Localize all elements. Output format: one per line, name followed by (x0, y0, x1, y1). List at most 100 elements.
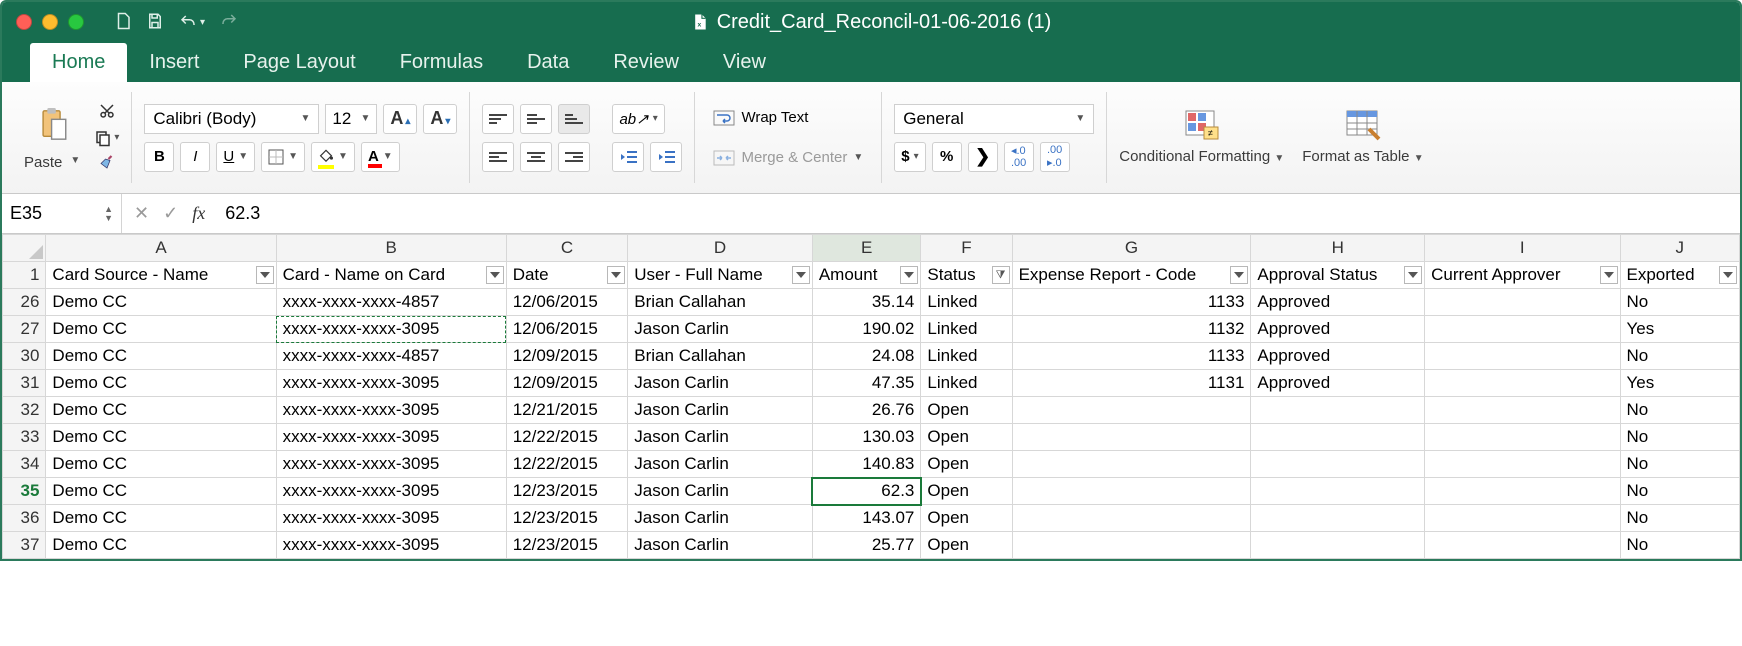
cell-D33[interactable]: Jason Carlin (628, 424, 813, 451)
cell-G37[interactable] (1012, 532, 1251, 559)
format-painter-icon[interactable] (97, 153, 117, 174)
cell-D36[interactable]: Jason Carlin (628, 505, 813, 532)
header-cell-D[interactable]: User - Full Name (628, 262, 813, 289)
cell-A36[interactable]: Demo CC (46, 505, 276, 532)
column-header-B[interactable]: B (276, 235, 506, 262)
cell-C37[interactable]: 12/23/2015 (506, 532, 628, 559)
cell-E30[interactable]: 24.08 (812, 343, 921, 370)
increase-font-button[interactable]: A (383, 104, 417, 134)
row-header-36[interactable]: 36 (3, 505, 46, 532)
cell-F37[interactable]: Open (921, 532, 1012, 559)
cell-A37[interactable]: Demo CC (46, 532, 276, 559)
cell-G30[interactable]: 1133 (1012, 343, 1251, 370)
name-box-spinner[interactable]: ▲▼ (104, 205, 113, 223)
header-cell-H[interactable]: Approval Status (1251, 262, 1425, 289)
cell-I32[interactable] (1425, 397, 1620, 424)
underline-button[interactable]: U▼ (216, 142, 255, 172)
cell-G32[interactable] (1012, 397, 1251, 424)
cell-C30[interactable]: 12/09/2015 (506, 343, 628, 370)
enter-formula-icon[interactable]: ✓ (163, 203, 178, 224)
cell-J35[interactable]: No (1620, 478, 1740, 505)
row-header-30[interactable]: 30 (3, 343, 46, 370)
column-header-F[interactable]: F (921, 235, 1012, 262)
cell-B27[interactable]: xxxx-xxxx-xxxx-3095 (276, 316, 506, 343)
font-color-button[interactable]: A▼ (361, 142, 400, 172)
cell-B32[interactable]: xxxx-xxxx-xxxx-3095 (276, 397, 506, 424)
row-header-1[interactable]: 1 (3, 262, 46, 289)
cell-F34[interactable]: Open (921, 451, 1012, 478)
cell-D32[interactable]: Jason Carlin (628, 397, 813, 424)
cell-G36[interactable] (1012, 505, 1251, 532)
cell-J36[interactable]: No (1620, 505, 1740, 532)
format-as-table-button[interactable]: Format as Table ▼ (1302, 109, 1423, 166)
row-header-31[interactable]: 31 (3, 370, 46, 397)
cell-E36[interactable]: 143.07 (812, 505, 921, 532)
header-cell-G[interactable]: Expense Report - Code (1012, 262, 1251, 289)
borders-button[interactable]: ▼ (261, 142, 305, 172)
cell-C26[interactable]: 12/06/2015 (506, 289, 628, 316)
redo-icon[interactable] (219, 12, 239, 33)
tab-home[interactable]: Home (30, 43, 127, 82)
bold-button[interactable]: B (144, 142, 174, 172)
cell-J33[interactable]: No (1620, 424, 1740, 451)
row-header-32[interactable]: 32 (3, 397, 46, 424)
cell-D30[interactable]: Brian Callahan (628, 343, 813, 370)
align-left-button[interactable] (482, 142, 514, 172)
decrease-decimal-button[interactable]: .00▸.0 (1040, 142, 1070, 172)
cell-F35[interactable]: Open (921, 478, 1012, 505)
filter-button-A[interactable] (256, 266, 274, 284)
cell-F27[interactable]: Linked (921, 316, 1012, 343)
paste-menu-caret[interactable]: ▼ (68, 155, 82, 166)
cell-C27[interactable]: 12/06/2015 (506, 316, 628, 343)
row-header-27[interactable]: 27 (3, 316, 46, 343)
cell-I30[interactable] (1425, 343, 1620, 370)
filter-button-H[interactable] (1404, 266, 1422, 284)
column-header-E[interactable]: E (812, 235, 921, 262)
cell-E31[interactable]: 47.35 (812, 370, 921, 397)
cell-A35[interactable]: Demo CC (46, 478, 276, 505)
tab-view[interactable]: View (701, 43, 788, 82)
cell-F32[interactable]: Open (921, 397, 1012, 424)
minimize-window-button[interactable] (42, 14, 58, 30)
cell-D31[interactable]: Jason Carlin (628, 370, 813, 397)
filter-button-E[interactable] (900, 266, 918, 284)
font-name-select[interactable]: Calibri (Body)▼ (144, 104, 319, 134)
align-right-button[interactable] (558, 142, 590, 172)
cell-B33[interactable]: xxxx-xxxx-xxxx-3095 (276, 424, 506, 451)
filter-button-I[interactable] (1600, 266, 1618, 284)
name-box[interactable]: E35 ▲▼ (2, 194, 122, 233)
filter-button-F[interactable]: ⧩ (992, 266, 1010, 284)
cell-J31[interactable]: Yes (1620, 370, 1740, 397)
tab-page-layout[interactable]: Page Layout (221, 43, 377, 82)
number-format-select[interactable]: General▼ (894, 104, 1094, 134)
row-header-33[interactable]: 33 (3, 424, 46, 451)
cell-I35[interactable] (1425, 478, 1620, 505)
cell-J32[interactable]: No (1620, 397, 1740, 424)
column-header-D[interactable]: D (628, 235, 813, 262)
cell-J34[interactable]: No (1620, 451, 1740, 478)
cell-A26[interactable]: Demo CC (46, 289, 276, 316)
close-window-button[interactable] (16, 14, 32, 30)
header-cell-C[interactable]: Date (506, 262, 628, 289)
cell-F31[interactable]: Linked (921, 370, 1012, 397)
tab-insert[interactable]: Insert (127, 43, 221, 82)
header-cell-B[interactable]: Card - Name on Card (276, 262, 506, 289)
align-center-button[interactable] (520, 142, 552, 172)
cell-D27[interactable]: Jason Carlin (628, 316, 813, 343)
decrease-font-button[interactable]: A (423, 104, 457, 134)
cell-H36[interactable] (1251, 505, 1425, 532)
percent-button[interactable]: % (932, 142, 962, 172)
cell-C33[interactable]: 12/22/2015 (506, 424, 628, 451)
tab-data[interactable]: Data (505, 43, 591, 82)
cell-B36[interactable]: xxxx-xxxx-xxxx-3095 (276, 505, 506, 532)
cell-H31[interactable]: Approved (1251, 370, 1425, 397)
cell-B31[interactable]: xxxx-xxxx-xxxx-3095 (276, 370, 506, 397)
conditional-formatting-button[interactable]: ≠ Conditional Formatting ▼ (1119, 109, 1284, 166)
paste-icon[interactable] (36, 105, 70, 148)
cell-B30[interactable]: xxxx-xxxx-xxxx-4857 (276, 343, 506, 370)
orientation-button[interactable]: ab↗▾ (612, 104, 664, 134)
filter-button-B[interactable] (486, 266, 504, 284)
cell-D35[interactable]: Jason Carlin (628, 478, 813, 505)
cell-J37[interactable]: No (1620, 532, 1740, 559)
header-cell-J[interactable]: Exported (1620, 262, 1740, 289)
